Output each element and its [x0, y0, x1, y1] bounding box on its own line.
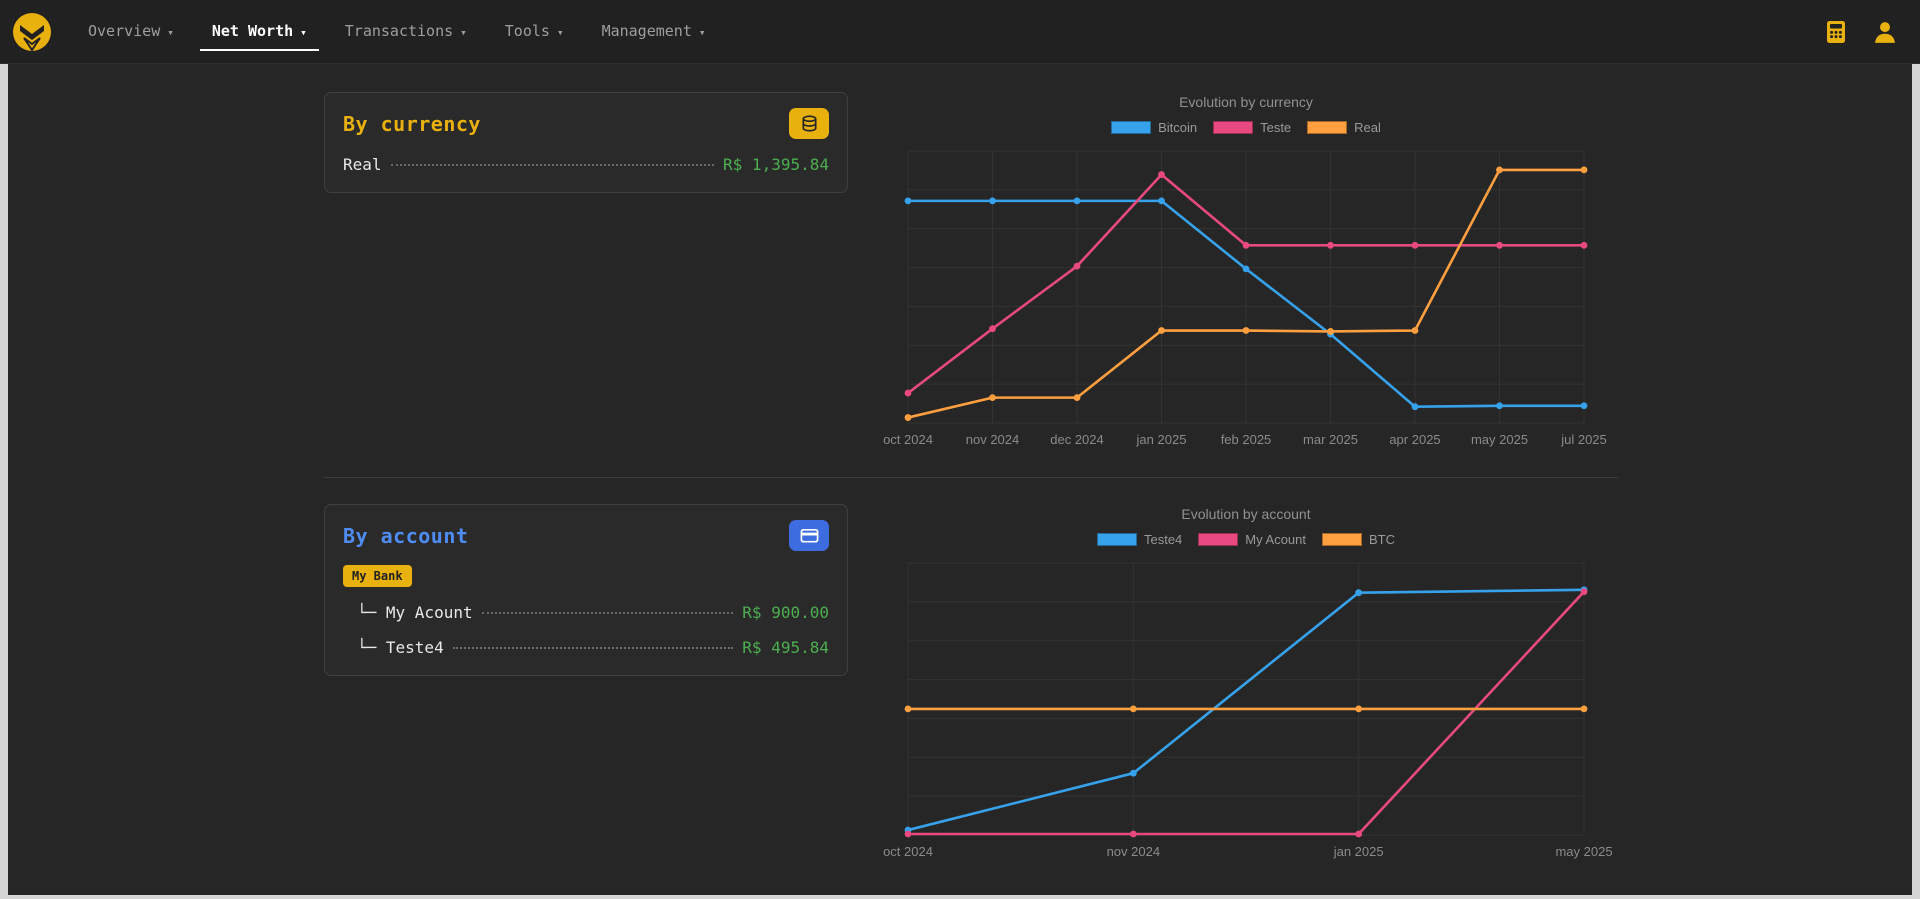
chevron-down-icon: ▾ — [300, 25, 307, 39]
nav-tools-label: Tools — [504, 22, 550, 40]
dotted-leader — [390, 164, 715, 166]
dotted-leader — [452, 647, 734, 649]
currency-chart-legend: Bitcoin Teste Real — [876, 120, 1616, 135]
coins-stack-icon-button[interactable] — [789, 108, 829, 139]
legend-item-my-acount[interactable]: My Acount — [1198, 532, 1306, 547]
svg-text:dec 2024: dec 2024 — [1050, 432, 1104, 447]
legend-color-box — [1096, 533, 1137, 546]
currency-row-label: Real — [343, 155, 382, 174]
account-chart-canvas: oct 2024 nov 2024 jan 2025 may 2025 — [883, 562, 1613, 859]
by-currency-card-header: By currency — [343, 108, 829, 139]
by-account-card: By account My Bank └─ My Acount R$ 900.0… — [324, 504, 848, 676]
legend-item-bitcoin[interactable]: Bitcoin — [1111, 120, 1197, 135]
currency-chart: Evolution by currency Bitcoin Teste Real o… — [876, 92, 1616, 453]
currency-chart-title: Evolution by currency — [1179, 94, 1313, 110]
account-chart-title: Evolution by account — [1181, 506, 1311, 522]
navbar: Overview ▾ Net Worth ▾ Transactions ▾ To… — [0, 0, 1920, 64]
svg-text:oct 2024: oct 2024 — [883, 844, 933, 859]
by-account-title: By account — [343, 523, 469, 548]
nav-net-worth-label: Net Worth — [211, 22, 294, 40]
legend-color-box — [1111, 121, 1152, 134]
currency-section: By currency Real R$ 1,395.84 — [324, 92, 1618, 453]
account-row: └─ My Acount R$ 900.00 — [343, 603, 829, 622]
account-chart-legend: Teste4 My Acount BTC — [876, 532, 1616, 547]
chevron-down-icon: ▾ — [167, 25, 174, 39]
main-content: By currency Real R$ 1,395.84 — [8, 64, 1912, 895]
nav-transactions-label: Transactions — [344, 22, 454, 40]
user-icon[interactable] — [1870, 17, 1900, 47]
dotted-leader — [481, 612, 734, 614]
calculator-icon[interactable] — [1822, 17, 1850, 47]
chevron-down-icon: ▾ — [460, 25, 467, 39]
nav-tools[interactable]: Tools ▾ — [493, 12, 576, 51]
bank-badge[interactable]: My Bank — [343, 565, 412, 587]
legend-label: Bitcoin — [1158, 120, 1198, 135]
legend-label: Real — [1354, 120, 1381, 135]
chevron-down-icon: ▾ — [556, 25, 564, 39]
nav-management-label: Management — [601, 22, 692, 40]
section-divider — [324, 477, 1618, 478]
svg-text:apr 2025: apr 2025 — [1389, 432, 1440, 447]
legend-label: My Acount — [1245, 532, 1306, 547]
account-section: By account My Bank └─ My Acount R$ 900.0… — [324, 504, 1618, 865]
svg-text:jan 2025: jan 2025 — [1333, 844, 1384, 859]
svg-text:may 2025: may 2025 — [1471, 432, 1528, 447]
by-currency-title: By currency — [343, 111, 481, 136]
svg-text:jan 2025: jan 2025 — [1136, 432, 1187, 447]
legend-color-box — [1322, 533, 1362, 546]
nav-management[interactable]: Management ▾ — [590, 12, 718, 51]
svg-text:nov 2024: nov 2024 — [1107, 844, 1161, 859]
legend-item-real[interactable]: Real — [1307, 120, 1381, 135]
currency-row: Real R$ 1,395.84 — [343, 155, 829, 174]
account-chart: Evolution by account Teste4 My Acount BTC … — [876, 504, 1616, 865]
account-row-value: R$ 495.84 — [742, 638, 829, 657]
svg-text:mar 2025: mar 2025 — [1303, 432, 1358, 447]
legend-item-teste4[interactable]: Teste4 — [1096, 532, 1183, 547]
account-row-label: └─ Teste4 — [357, 638, 444, 657]
svg-text:nov 2024: nov 2024 — [966, 432, 1020, 447]
by-currency-card: By currency Real R$ 1,395.84 — [324, 92, 848, 193]
legend-item-btc[interactable]: BTC — [1322, 532, 1395, 547]
main-nav: Overview ▾ Net Worth ▾ Transactions ▾ To… — [76, 12, 718, 51]
bank-card-icon-button[interactable] — [789, 520, 829, 551]
legend-color-box — [1307, 121, 1348, 134]
legend-color-box — [1198, 533, 1239, 546]
svg-text:may 2025: may 2025 — [1555, 844, 1612, 859]
svg-text:oct 2024: oct 2024 — [883, 432, 933, 447]
nav-overview[interactable]: Overview ▾ — [76, 12, 186, 51]
nav-transactions[interactable]: Transactions ▾ — [333, 12, 479, 51]
account-row-label: └─ My Acount — [357, 603, 473, 622]
account-row: └─ Teste4 R$ 495.84 — [343, 638, 829, 657]
currency-chart-canvas: oct 2024 nov 2024 dec 2024 jan 2025 feb 2025… — [883, 150, 1607, 447]
legend-label: Teste — [1260, 120, 1292, 135]
legend-label: BTC — [1369, 532, 1395, 547]
svg-text:feb 2025: feb 2025 — [1221, 432, 1272, 447]
by-account-card-header: By account — [343, 520, 829, 551]
legend-item-teste[interactable]: Teste — [1213, 120, 1291, 135]
navbar-actions — [1822, 17, 1900, 47]
account-row-value: R$ 900.00 — [742, 603, 829, 622]
svg-text:jul 2025: jul 2025 — [1560, 432, 1607, 447]
legend-label: Teste4 — [1143, 532, 1183, 547]
app-logo[interactable] — [10, 10, 54, 54]
chevron-down-icon: ▾ — [698, 25, 706, 39]
nav-overview-label: Overview — [88, 22, 161, 40]
currency-row-value: R$ 1,395.84 — [723, 155, 829, 174]
nav-net-worth[interactable]: Net Worth ▾ — [199, 12, 319, 51]
legend-color-box — [1213, 121, 1254, 134]
